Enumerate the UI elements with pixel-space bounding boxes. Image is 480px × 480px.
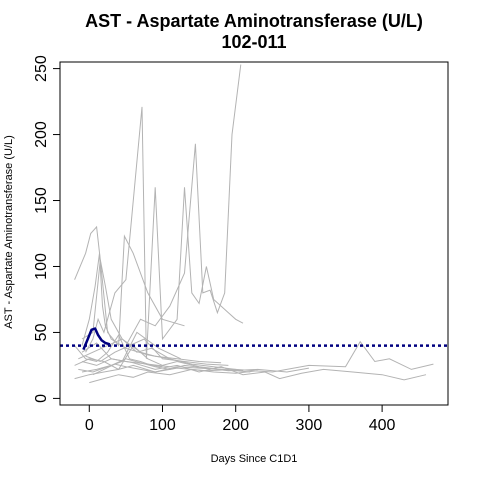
background-series-line-15 — [81, 342, 170, 368]
x-tick-label: 400 — [369, 417, 396, 434]
background-series-line-12 — [78, 331, 182, 373]
y-tick-label: 0 — [33, 394, 50, 403]
x-axis-title: Days Since C1D1 — [211, 453, 298, 465]
x-tick-label: 300 — [296, 417, 323, 434]
x-tick-label: 0 — [85, 417, 94, 434]
chart-title: AST - Aspartate Aminotransferase (U/L) — [85, 11, 423, 31]
chart-subtitle: 102-011 — [221, 32, 286, 52]
y-axis-title: AST - Aspartate Aminotransferase (U/L) — [3, 135, 15, 329]
background-series-line-4 — [125, 64, 242, 346]
background-series-line-7 — [78, 338, 236, 370]
x-tick-label: 200 — [222, 417, 249, 434]
series-layer — [74, 64, 434, 384]
x-axis: 0 100 200 300 400 — [85, 404, 396, 434]
plot-frame — [59, 61, 449, 406]
y-tick-label: 150 — [33, 187, 50, 214]
background-series-line-5 — [81, 234, 185, 347]
background-series-line-11 — [85, 338, 229, 366]
y-tick-label: 200 — [33, 121, 50, 148]
highlight-series-line — [82, 327, 111, 351]
x-tick-label: 100 — [149, 417, 176, 434]
background-series-line-13 — [89, 368, 258, 384]
background-series-line-9 — [74, 340, 434, 380]
background-series-line-16 — [92, 363, 244, 376]
background-series-line-1 — [74, 225, 222, 364]
background-series-line-3 — [85, 106, 244, 359]
y-axis: 0 50 100 150 200 250 — [33, 55, 61, 403]
y-tick-label: 50 — [33, 323, 50, 341]
highlight-layer — [82, 327, 111, 351]
y-tick-label: 100 — [33, 253, 50, 280]
y-tick-label: 250 — [33, 55, 50, 82]
